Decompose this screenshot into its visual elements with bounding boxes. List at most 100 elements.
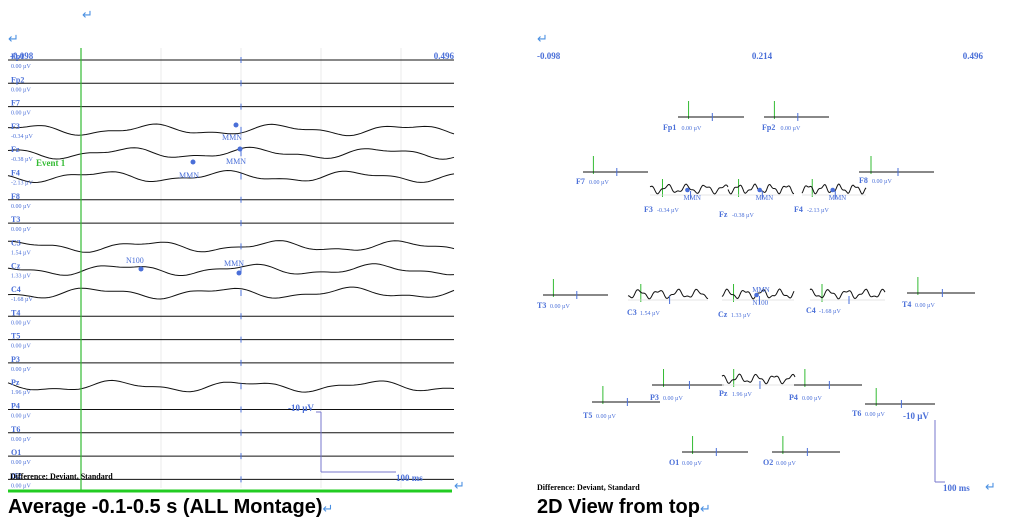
- channel-row: F3 -0.34 µV: [7, 122, 455, 140]
- channel-row: Fp2 0.00 µV: [8, 75, 454, 93]
- topo-channel-o1: O1 0.00 µV: [669, 436, 748, 467]
- topo-channel-name: Fp1: [663, 123, 676, 132]
- channel-value: 0.00 µV: [11, 64, 31, 70]
- channel-trace: [7, 263, 455, 276]
- annotation-label: MMN: [829, 194, 847, 202]
- topo-channel-fp1: Fp1 0.00 µV: [663, 101, 744, 132]
- topo-channel-value: 0.00 µV: [872, 179, 892, 185]
- topo-channel-fp2: Fp2 0.00 µV: [762, 101, 829, 132]
- topo-channel-value: -1.68 µV: [819, 309, 841, 315]
- topo-channel-t5: T5 0.00 µV: [583, 386, 660, 420]
- topo-channel-name: Fp2: [762, 123, 775, 132]
- topo-channel-t3: T3 0.00 µV: [537, 279, 608, 310]
- right-x-mid-label: 0.214: [752, 51, 773, 61]
- annotation-dot: [236, 270, 242, 276]
- topo-channel-value: 0.00 µV: [865, 412, 885, 418]
- channel-name: Cz: [11, 262, 21, 271]
- topo-channel-name: F4: [794, 205, 803, 214]
- topo-channel-f3: F3 -0.34 µV MMN: [644, 179, 729, 214]
- channel-value: 0.00 µV: [11, 227, 31, 233]
- topo-channel-p4: P4 0.00 µV: [789, 369, 862, 402]
- channel-value: 0.00 µV: [11, 460, 31, 466]
- right-scale-bar: -10 µV 100 ms: [903, 411, 970, 493]
- topo-channel-f7: F7 0.00 µV: [576, 156, 648, 186]
- topo-channel-name: Fz: [719, 210, 728, 219]
- channel-value: 0.00 µV: [11, 344, 31, 350]
- channel-name: O1: [11, 448, 21, 457]
- topo-channel-value: 0.00 µV: [682, 126, 702, 132]
- topo-channel-value: 0.00 µV: [776, 461, 796, 467]
- topo-channel-c3: C3 1.54 µV: [627, 284, 709, 317]
- channel-name: F3: [11, 122, 20, 131]
- channel-value: -0.38 µV: [11, 157, 33, 163]
- channel-row: T6 0.00 µV: [8, 425, 454, 443]
- return-mark: ↵: [454, 479, 465, 494]
- topo-channel-value: -2.13 µV: [807, 208, 829, 214]
- topo-channel-name: F8: [859, 176, 868, 185]
- channel-value: 0.00 µV: [11, 87, 31, 93]
- channel-value: 0.00 µV: [11, 414, 31, 420]
- channel-row: P3 0.00 µV: [8, 355, 454, 373]
- topo-channel-name: F7: [576, 177, 585, 186]
- topo-channel-t6: T6 0.00 µV: [852, 388, 935, 418]
- topo-channel-value: 0.00 µV: [802, 396, 822, 402]
- channel-name: P3: [11, 355, 20, 364]
- channel-value: 0.00 µV: [11, 111, 31, 117]
- channel-trace: [7, 286, 455, 300]
- annotation-dot: [237, 146, 243, 152]
- left-butterfly-panel: -0.098 0.496 Fp1 0.00 µV Fp2 0.00 µV F7 0.00 …: [7, 48, 455, 493]
- channel-trace: [7, 123, 455, 137]
- channel-trace: [7, 169, 455, 184]
- topo-channel-pz: Pz 1.96 µV: [719, 369, 796, 398]
- channel-name: F7: [11, 99, 20, 108]
- return-mark: ↵: [537, 32, 548, 47]
- topo-channel-value: -0.38 µV: [732, 213, 754, 219]
- topo-channel-value: -0.34 µV: [657, 208, 679, 214]
- return-mark: ↵: [82, 8, 93, 23]
- topo-channel-name: T4: [902, 300, 911, 309]
- channel-value: 0.00 µV: [11, 483, 31, 489]
- right-x-end-label: 0.496: [963, 51, 984, 61]
- channel-row: T5 0.00 µV: [8, 332, 454, 350]
- right-caption-text: 2D View from top: [537, 496, 700, 518]
- channel-name: F8: [11, 192, 20, 201]
- topo-channel-value: 0.00 µV: [781, 126, 801, 132]
- annotation-label: N100: [126, 256, 144, 265]
- topo-channel-c4: C4 -1.68 µV: [806, 284, 886, 315]
- topo-channel-name: T6: [852, 409, 861, 418]
- channel-value: -1.68 µV: [11, 297, 33, 303]
- topo-channel-fz: Fz -0.38 µV MMN: [719, 179, 795, 219]
- topo-channel-value: 0.00 µV: [550, 304, 570, 310]
- channel-row: T3 0.00 µV: [8, 215, 454, 233]
- annotation-label: MMN: [224, 259, 244, 268]
- channel-row: P4 0.00 µV: [8, 402, 454, 420]
- topo-channel-name: P4: [789, 393, 798, 402]
- right-topo-panel: -0.098 0.214 0.496 Fp1 0.00 µV Fp2 0.00 µVF…: [537, 51, 984, 493]
- topo-trace: [721, 288, 795, 300]
- annotation-label: MMN: [222, 133, 242, 142]
- left-x-end-label: 0.496: [434, 51, 455, 61]
- topo-channel-value: 0.00 µV: [589, 180, 609, 186]
- right-scale-time: 100 ms: [943, 483, 970, 493]
- topo-channel-p3: P3 0.00 µV: [650, 369, 724, 402]
- channel-row: F8 0.00 µV: [8, 192, 454, 210]
- channel-value: 1.54 µV: [11, 250, 31, 256]
- topo-trace: [809, 288, 886, 300]
- annotation-dot: [190, 159, 196, 165]
- channel-trace: [7, 379, 455, 393]
- return-mark: ↵: [985, 480, 996, 495]
- channel-name: Fz: [11, 145, 20, 154]
- channel-name: C4: [11, 285, 21, 294]
- channel-value: 0.00 µV: [11, 204, 31, 210]
- channel-value: 0.00 µV: [11, 437, 31, 443]
- annotation-dot: [754, 292, 759, 298]
- left-scale-time: 100 ms: [396, 473, 423, 483]
- channel-row: Fp1 0.00 µV: [8, 52, 454, 70]
- channel-value: 1.33 µV: [11, 274, 31, 280]
- annotation-label: MMN: [756, 194, 774, 202]
- topo-channel-value: 1.33 µV: [731, 313, 751, 319]
- channel-name: Pz: [11, 378, 20, 387]
